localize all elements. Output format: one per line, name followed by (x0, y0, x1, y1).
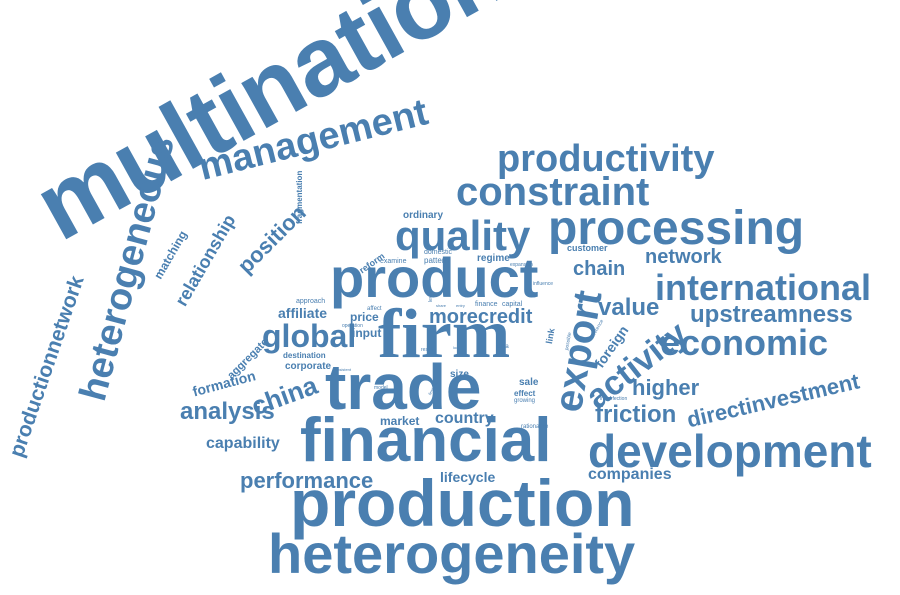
word-consistent: consistent (333, 367, 352, 372)
word-financial: financial (300, 406, 552, 475)
word-entry: entry (456, 303, 465, 308)
word-development: development (588, 425, 872, 477)
word-productionnetwork: productionnetwork (5, 272, 89, 461)
word-capability: capability (206, 435, 280, 452)
word-firm: firm (378, 296, 511, 373)
word-affect: affect (367, 306, 382, 312)
word-customer: customer (567, 243, 608, 253)
word-market: market (380, 414, 420, 428)
word-network: network (645, 246, 722, 268)
word-analysis: analysis (180, 398, 275, 425)
word-level: level (428, 291, 434, 302)
word-international: international (655, 267, 872, 308)
word-chain: chain (573, 258, 626, 280)
word-heterogeneity: heterogeneity (268, 522, 636, 585)
word-global: global (262, 318, 357, 354)
word-input: input (352, 326, 382, 340)
word-sale: sale (519, 377, 539, 388)
word-sector: sector (403, 291, 414, 296)
word-value: value (598, 294, 660, 321)
word-trade: trade (325, 351, 482, 423)
word-size: size (450, 369, 469, 380)
word-regime: regime (477, 253, 510, 264)
word-influence: influence (533, 281, 554, 287)
word-capital: capital (502, 301, 523, 308)
word-country: country (435, 410, 494, 427)
word-constraint: constraint (456, 170, 650, 214)
word-productivity: productivity (497, 138, 715, 180)
word-imperfection: imperfection (600, 396, 628, 402)
word-corporate: corporate (285, 361, 332, 372)
word-approach: approach (296, 298, 326, 305)
word-quality: quality (395, 212, 531, 259)
word-operation: operation (342, 323, 363, 329)
word-share: share (436, 303, 447, 308)
word-destination: destination (283, 351, 326, 360)
word-affiliate: affiliate (278, 305, 328, 321)
word-performance: performance (240, 468, 374, 493)
word-growing: growing (514, 398, 536, 404)
word-product: product (330, 246, 539, 309)
word-processing: processing (548, 202, 805, 255)
word-relationship: relationship (171, 211, 240, 310)
word-data: data (497, 344, 509, 350)
word-result: result (421, 347, 434, 353)
word-directinvestment: directinvestment (684, 368, 862, 433)
word-finance: finance (475, 301, 498, 308)
word-lifecycle: lifecycle (440, 469, 496, 485)
word-effect: effect (514, 389, 536, 398)
word-pattern: pattern (424, 256, 449, 265)
word-local: local (453, 345, 462, 350)
word-ordinary: ordinary (403, 210, 444, 221)
word-upstreamness: upstreamness (690, 301, 853, 328)
word-expansion: expansion (510, 262, 533, 268)
word-higher: higher (632, 375, 700, 400)
word-rationalize: rationalize (521, 424, 549, 430)
word-price: price (350, 310, 379, 324)
word-model: model (374, 385, 388, 391)
word-domestic: domestic (424, 249, 453, 256)
word-morecredit: morecredit (429, 306, 533, 328)
word-link: link (544, 327, 557, 345)
word-economic: economic (660, 322, 829, 363)
word-fragmentation: fragmentation (295, 170, 304, 224)
word-production: production (290, 466, 635, 540)
word-companies: companies (588, 466, 672, 483)
word-friction: friction (595, 401, 677, 428)
word-examine: examine (380, 258, 407, 265)
